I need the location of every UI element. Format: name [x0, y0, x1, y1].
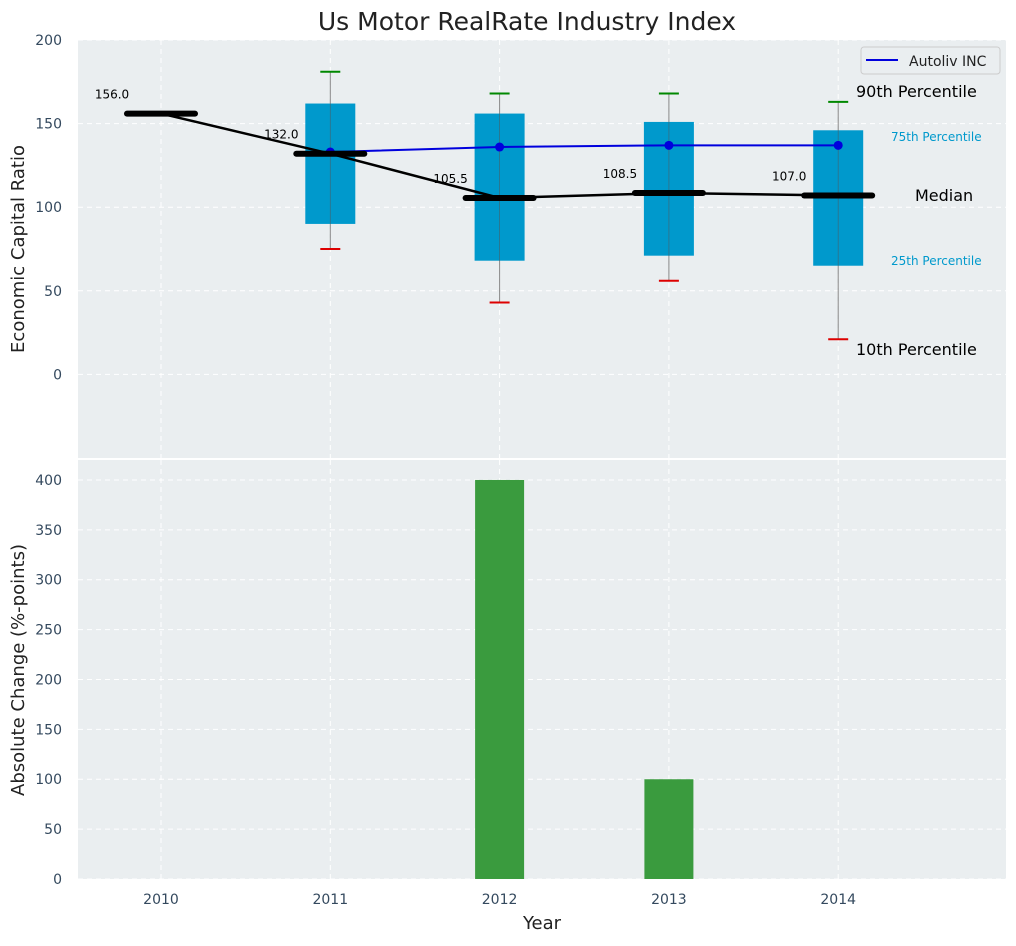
bottom-y-tick-label: 300	[35, 573, 62, 589]
annotation-10th-percentile: 10th Percentile	[856, 340, 977, 359]
bottom-y-tick-label: 350	[35, 523, 62, 539]
top-y-tick-label: 150	[35, 117, 62, 133]
median-value-label: 107.0	[772, 169, 806, 183]
x-tick-label: 2014	[820, 892, 856, 908]
legend-label: Autoliv INC	[909, 54, 987, 70]
x-ticks: 2010 2011 2012 2013 2014	[143, 892, 856, 908]
bottom-y-ticks: 0 50 100 150 200 250 300 350 400	[35, 473, 62, 888]
series-point	[495, 142, 505, 152]
bottom-grid	[78, 460, 1006, 880]
series-point	[833, 140, 843, 150]
bottom-y-tick-label: 0	[53, 872, 62, 888]
change-bars	[475, 479, 694, 879]
change-bar	[644, 779, 694, 879]
x-axis-label: Year	[522, 913, 562, 934]
bottom-y-axis-label: Absolute Change (%-points)	[8, 544, 29, 796]
x-tick-label: 2013	[651, 892, 687, 908]
median-line: 156.0 132.0 105.5 108.5 107.0	[95, 88, 876, 202]
x-tick-label: 2011	[312, 892, 348, 908]
bottom-panel-background	[78, 460, 1006, 879]
median-value-label: 108.5	[603, 167, 637, 181]
top-panel: 0 50 100 150 200 156.0 132.0 105.5 108.5 107.0 9…	[8, 33, 1006, 458]
top-y-tick-label: 200	[35, 33, 62, 49]
bottom-y-tick-label: 250	[35, 623, 62, 639]
top-y-axis-label: Economic Capital Ratio	[8, 145, 29, 353]
bottom-y-tick-label: 50	[44, 822, 62, 838]
bottom-y-tick-label: 100	[35, 772, 62, 788]
top-y-tick-label: 100	[35, 200, 62, 216]
bottom-y-tick-label: 200	[35, 672, 62, 688]
annotation-90th-percentile: 90th Percentile	[856, 82, 977, 101]
series-line	[330, 144, 839, 154]
legend: Autoliv INC	[860, 46, 1001, 75]
median-value-label: 132.0	[264, 128, 298, 142]
x-tick-label: 2010	[143, 892, 179, 908]
bottom-y-tick-label: 400	[35, 473, 62, 489]
top-y-ticks: 0 50 100 150 200	[35, 33, 62, 383]
annotation-median: Median	[915, 186, 973, 205]
series-point	[664, 140, 674, 150]
change-bar	[475, 479, 525, 879]
top-y-tick-label: 50	[44, 284, 62, 300]
bottom-y-tick-label: 150	[35, 722, 62, 738]
x-tick-label: 2012	[482, 892, 518, 908]
legend-box	[860, 46, 1001, 75]
percentile-annotations: 90th Percentile 75th Percentile Median 2…	[856, 82, 982, 359]
median-value-label: 156.0	[95, 88, 129, 102]
top-panel-background	[78, 40, 1006, 458]
top-y-tick-label: 0	[53, 367, 62, 383]
annotation-25th-percentile: 25th Percentile	[891, 254, 982, 268]
chart-title: Us Motor RealRate Industry Index	[318, 7, 736, 36]
annotation-75th-percentile: 75th Percentile	[891, 130, 982, 144]
autoliv-series	[325, 140, 843, 157]
median-value-label: 105.5	[433, 172, 467, 186]
